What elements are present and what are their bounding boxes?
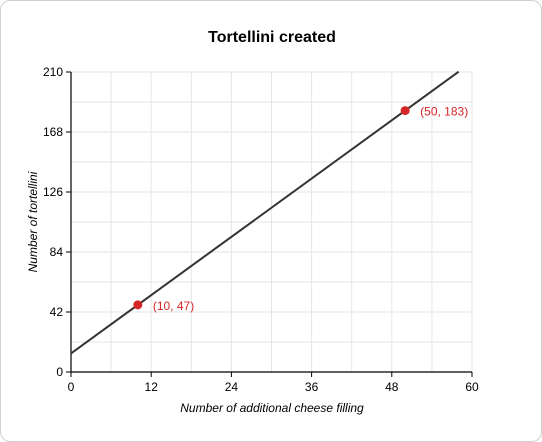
x-tick-label: 36 [305, 380, 319, 394]
data-point [133, 300, 143, 310]
trend-line-group [70, 70, 460, 355]
y-tick-label: 0 [56, 365, 63, 379]
data-point [400, 106, 410, 116]
data-points: (10, 47) (50, 183) [133, 105, 468, 313]
y-tick-label: 84 [50, 245, 64, 259]
chart-title: Tortellini created [208, 29, 336, 46]
y-tick-label: 42 [50, 305, 64, 319]
x-tick-label: 48 [385, 380, 399, 394]
y-tick-label: 168 [43, 125, 63, 139]
grid [71, 71, 473, 372]
data-point-label: (10, 47) [153, 299, 194, 313]
trend-line [70, 70, 460, 355]
x-tick-label: 12 [145, 380, 159, 394]
data-point-label: (50, 183) [420, 105, 468, 119]
axes [66, 71, 473, 377]
x-axis-label: Number of additional cheese filling [180, 401, 364, 415]
x-tick-label: 24 [225, 380, 239, 394]
x-tick-label: 60 [465, 380, 479, 394]
x-tick-label: 0 [68, 380, 75, 394]
y-tick-label: 210 [43, 65, 63, 79]
y-axis-label: Number of tortellini [26, 171, 40, 272]
y-tick-label: 126 [43, 185, 63, 199]
tick-labels: 0 12 24 36 48 60 0 42 84 126 168 210 [43, 65, 479, 394]
